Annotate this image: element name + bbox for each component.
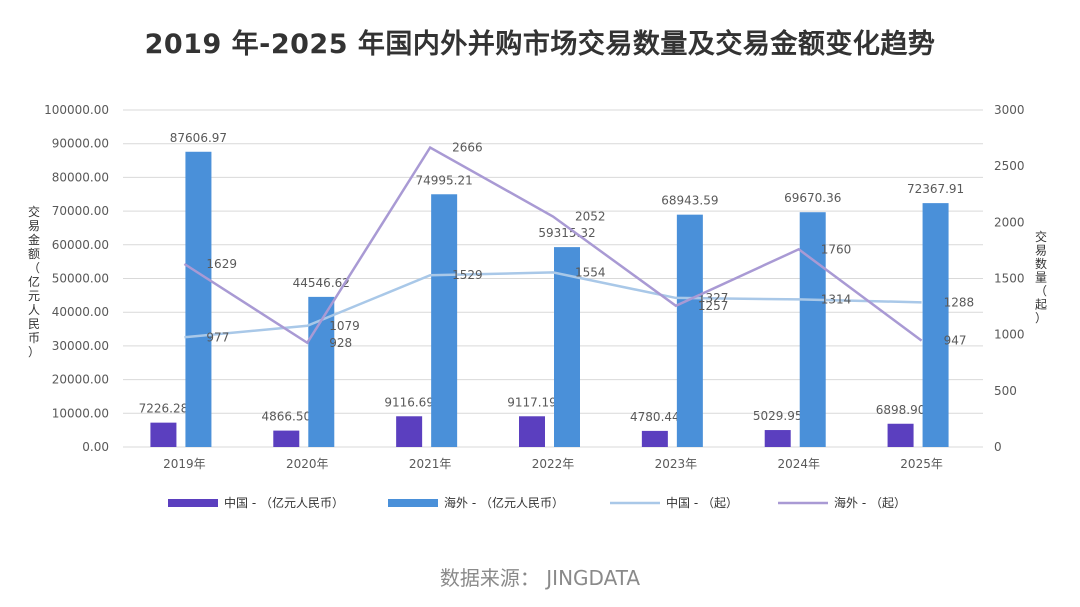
line-data-label: 1079 [329, 319, 360, 333]
line-data-label: 947 [944, 334, 967, 348]
bar-data-label: 4866.50 [261, 410, 311, 424]
y2-tick-label: 2500 [994, 159, 1025, 173]
bar-data-label: 6898.90 [876, 403, 926, 417]
y-tick-label: 80000.00 [52, 170, 109, 184]
bar-china-amount [519, 416, 545, 447]
line-data-label: 1529 [452, 268, 483, 282]
y2-tick-label: 3000 [994, 103, 1025, 117]
y-tick-label: 40000.00 [52, 305, 109, 319]
bar-data-label: 7226.28 [139, 402, 189, 416]
line-data-label: 1314 [821, 292, 852, 306]
y-tick-label: 100000.00 [44, 103, 109, 117]
x-tick-label: 2024年 [777, 457, 820, 471]
x-tick-label: 2020年 [286, 457, 329, 471]
y2-tick-label: 500 [994, 384, 1017, 398]
bar-china-amount [887, 423, 914, 447]
bar-data-label: 9116.69 [384, 395, 434, 409]
bar-china-amount [273, 430, 300, 447]
line-data-label: 1288 [944, 295, 975, 309]
line-data-label: 928 [329, 336, 352, 350]
legend-label: 海外 - （起） [834, 495, 906, 510]
legend-swatch [168, 499, 218, 507]
bar-data-label: 74995.21 [416, 173, 473, 187]
y-tick-label: 20000.00 [52, 373, 109, 387]
x-tick-label: 2025年 [900, 457, 943, 471]
x-tick-label: 2019年 [163, 457, 206, 471]
bar-china-amount [396, 416, 423, 447]
bar-overseas-amount [554, 247, 580, 447]
y-tick-label: 10000.00 [52, 406, 109, 420]
x-tick-label: 2023年 [655, 457, 698, 471]
bar-china-amount [764, 430, 791, 447]
bar-data-label: 68943.59 [661, 194, 718, 208]
y2-axis-title: 交易数量（起） [1035, 229, 1047, 325]
line-data-label: 1257 [698, 299, 729, 313]
bar-data-label: 69670.36 [784, 191, 841, 205]
bar-data-label: 4780.44 [630, 410, 680, 424]
y2-tick-label: 0 [994, 440, 1002, 454]
y-tick-label: 60000.00 [52, 238, 109, 252]
line-data-label: 2052 [575, 209, 606, 223]
bar-data-label: 9117.19 [507, 395, 557, 409]
bar-overseas-amount [185, 151, 212, 447]
bar-china-amount [150, 422, 177, 447]
line-data-label: 1327 [698, 291, 729, 305]
x-tick-label: 2021年 [409, 457, 452, 471]
bar-overseas-amount [922, 203, 949, 447]
legend-swatch [388, 499, 438, 507]
legend-label: 中国 - （起） [666, 495, 738, 510]
y-axis-title: 交易金额（亿元人民币） [28, 204, 40, 359]
legend-label: 中国 - （亿元人民币） [224, 495, 344, 510]
y-tick-label: 0.00 [82, 440, 109, 454]
line-data-label: 1760 [821, 242, 852, 256]
bar-overseas-amount [431, 194, 458, 447]
bar-data-label: 44546.62 [293, 276, 350, 290]
bar-data-label: 72367.91 [907, 182, 964, 196]
line-data-label: 1629 [206, 257, 237, 271]
line-overseas-count [183, 145, 923, 345]
y-tick-label: 50000.00 [52, 272, 109, 286]
y-tick-label: 70000.00 [52, 204, 109, 218]
y2-tick-label: 1500 [994, 272, 1025, 286]
bar-overseas-amount [799, 212, 826, 447]
chart-title: 2019 年-2025 年国内外并购市场交易数量及交易金额变化趋势 [144, 29, 936, 60]
bar-data-label: 5029.95 [753, 409, 803, 423]
y2-tick-label: 1000 [994, 328, 1025, 342]
x-tick-label: 2022年 [532, 457, 575, 471]
y-tick-label: 30000.00 [52, 339, 109, 353]
bar-overseas-amount [676, 214, 703, 447]
line-data-label: 2666 [452, 141, 483, 155]
line-china-count [184, 271, 922, 339]
y2-tick-label: 2000 [994, 215, 1025, 229]
y-tick-label: 90000.00 [52, 137, 109, 151]
bar-china-amount [641, 430, 668, 447]
bar-data-label: 87606.97 [170, 131, 227, 145]
line-data-label: 977 [206, 330, 229, 344]
data-source: 数据来源： JINGDATA [439, 566, 641, 590]
legend-label: 海外 - （亿元人民币） [444, 495, 564, 510]
line-data-label: 1554 [575, 265, 606, 279]
